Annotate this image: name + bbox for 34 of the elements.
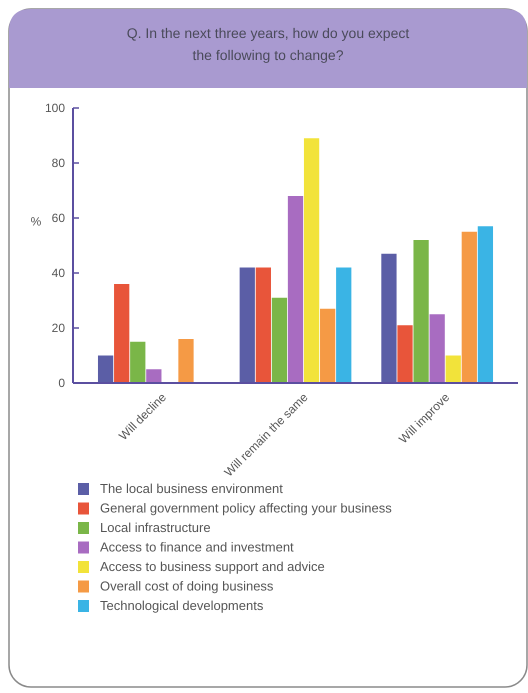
bar <box>288 196 304 383</box>
legend-label: General government policy affecting your business <box>100 500 392 516</box>
bar <box>446 356 461 383</box>
legend-label: Technological developments <box>100 598 264 613</box>
bar <box>336 268 352 383</box>
bar <box>114 284 130 383</box>
bar <box>240 268 255 383</box>
y-tick-label: 20 <box>52 321 66 336</box>
legend-label: Local infrastructure <box>100 520 211 535</box>
bar <box>320 308 336 383</box>
y-tick-label: 0 <box>58 376 66 390</box>
chart-title: Q. In the next three years, how do you expect the following to change? <box>126 25 410 63</box>
y-tick-label: 60 <box>52 211 66 226</box>
legend-label: Overall cost of doing business <box>100 578 274 594</box>
bar <box>462 232 477 383</box>
bar <box>381 254 397 383</box>
y-tick-label: 40 <box>52 266 66 280</box>
legend-label: The local business environment <box>100 481 284 496</box>
bar <box>178 339 194 383</box>
bar <box>130 342 146 383</box>
y-tick-label: 80 <box>52 156 66 170</box>
bar <box>430 314 445 383</box>
bar <box>146 369 162 383</box>
y-tick-label: 100 <box>44 101 66 116</box>
legend-label: Access to finance and investment <box>100 540 294 554</box>
legend-label: Access to business support and advice <box>100 559 325 574</box>
y-axis-title: % <box>30 214 42 228</box>
bar <box>397 325 413 383</box>
bar <box>304 138 320 383</box>
bar <box>478 226 494 383</box>
bar <box>272 298 288 383</box>
bar <box>256 268 271 383</box>
bar <box>413 240 429 383</box>
bar <box>98 356 114 383</box>
